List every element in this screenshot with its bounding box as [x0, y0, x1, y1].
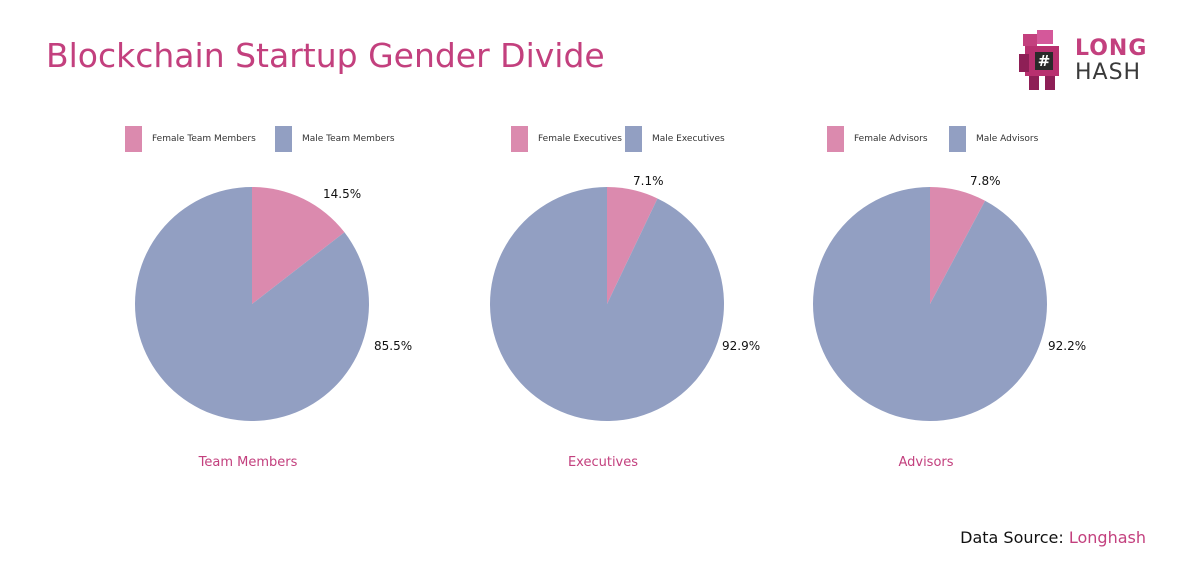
legend-label-female: Female Executives: [538, 134, 622, 144]
pie-chart-executives: Female Executives Male Executives 7.1% 9…: [473, 118, 833, 478]
chart-caption: Team Members: [198, 455, 298, 470]
chart-legend: Female Executives Male Executives: [473, 126, 833, 156]
legend-swatch-male: [625, 126, 642, 152]
chart-caption: Advisors: [898, 455, 954, 470]
data-source: Data Source: Longhash: [960, 528, 1146, 547]
data-source-prefix: Data Source:: [960, 528, 1064, 547]
pie-plot: [135, 187, 369, 421]
legend-swatch-male: [275, 126, 292, 152]
logo-mark-icon: #: [1019, 30, 1059, 90]
longhash-logo: # LONG HASH: [1015, 28, 1155, 98]
chart-legend: Female Team Members Male Team Members: [118, 126, 478, 156]
pie-slice-female: [607, 187, 658, 304]
pie-slice-female: [930, 187, 986, 304]
pie-slice-male: [135, 187, 369, 421]
pie-label-female: 7.1%: [633, 174, 664, 188]
legend-label-male: Male Advisors: [976, 134, 1039, 144]
legend-swatch-female: [827, 126, 844, 152]
pie-slice-male: [490, 187, 724, 421]
legend-swatch-female: [125, 126, 142, 152]
pie-label-male: 85.5%: [374, 339, 413, 353]
legend-label-female: Female Advisors: [854, 134, 928, 144]
svg-text:#: #: [1038, 52, 1051, 70]
chart-caption: Executives: [567, 455, 639, 470]
pie-slice-male: [813, 187, 1047, 421]
pie-plot: [813, 187, 1047, 421]
legend-label-male: Male Executives: [652, 134, 725, 144]
pie-chart-advisors: Female Advisors Male Advisors 7.8% 92.2%…: [796, 118, 1156, 478]
data-source-name: Longhash: [1068, 528, 1146, 547]
pie-plot: [490, 187, 724, 421]
logo-text-line2: HASH: [1075, 60, 1142, 85]
logo-text-line1: LONG: [1075, 36, 1148, 61]
pie-slice-female: [252, 187, 345, 304]
pie-label-female: 7.8%: [970, 174, 1001, 188]
legend-swatch-female: [511, 126, 528, 152]
legend-label-female: Female Team Members: [152, 134, 256, 144]
legend-swatch-male: [949, 126, 966, 152]
pie-label-male: 92.9%: [722, 339, 761, 353]
chart-legend: Female Advisors Male Advisors: [796, 126, 1156, 156]
pie-label-female: 14.5%: [323, 187, 362, 201]
page-title: Blockchain Startup Gender Divide: [46, 36, 605, 75]
pie-chart-team-members: Female Team Members Male Team Members 14…: [118, 118, 478, 478]
legend-label-male: Male Team Members: [302, 134, 395, 144]
pie-label-male: 92.2%: [1048, 339, 1087, 353]
